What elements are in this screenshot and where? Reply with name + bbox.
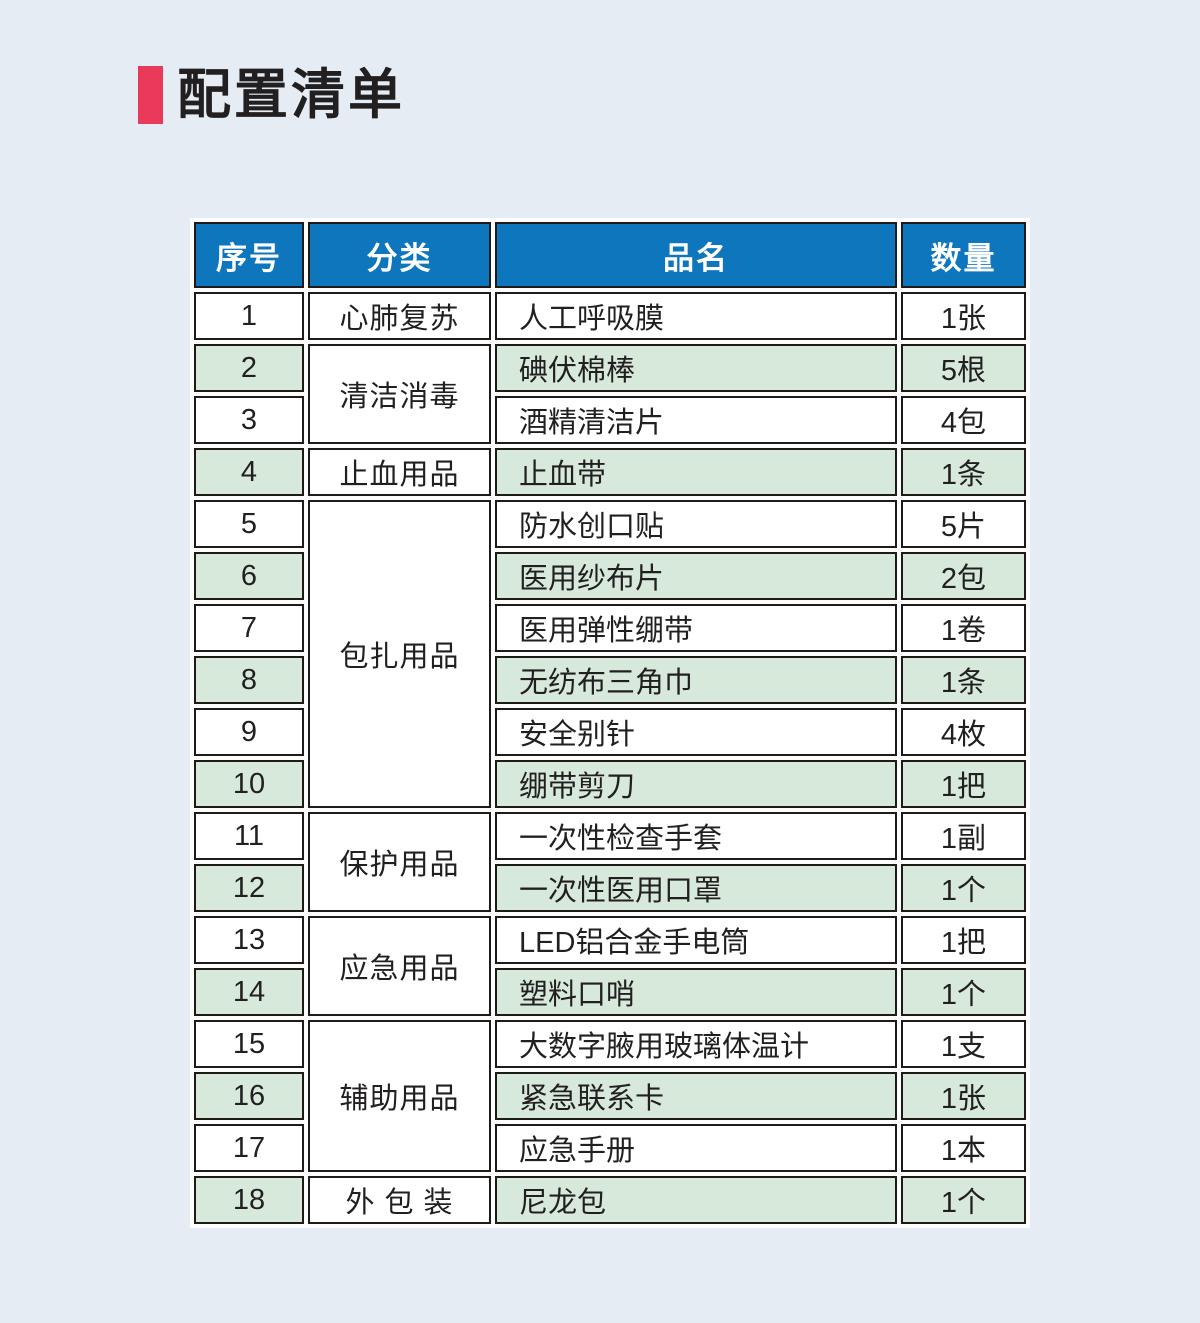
- cell-serial-number: 16: [194, 1072, 304, 1120]
- cell-serial-number: 13: [194, 916, 304, 964]
- cell-serial-number: 1: [194, 292, 304, 340]
- cell-category: 外 包 装: [308, 1176, 491, 1224]
- column-header-name: 品名: [495, 222, 897, 288]
- cell-item-name: 无纺布三角巾: [495, 656, 897, 704]
- table-row: 12 一次性医用口罩 1个: [194, 864, 1026, 912]
- cell-category: 清洁消毒: [308, 344, 491, 444]
- cell-serial-number: 15: [194, 1020, 304, 1068]
- table-row: 10 绷带剪刀 1把: [194, 760, 1026, 808]
- table-header-row: 序号 分类 品名 数量: [194, 222, 1026, 288]
- cell-item-name: 安全别针: [495, 708, 897, 756]
- cell-serial-number: 6: [194, 552, 304, 600]
- cell-item-name: 止血带: [495, 448, 897, 496]
- cell-item-name: 大数字腋用玻璃体温计: [495, 1020, 897, 1068]
- cell-serial-number: 10: [194, 760, 304, 808]
- cell-serial-number: 12: [194, 864, 304, 912]
- cell-quantity: 1把: [901, 760, 1026, 808]
- table-row: 17 应急手册 1本: [194, 1124, 1026, 1172]
- cell-serial-number: 17: [194, 1124, 304, 1172]
- cell-serial-number: 2: [194, 344, 304, 392]
- cell-item-name: 一次性检查手套: [495, 812, 897, 860]
- cell-item-name: 紧急联系卡: [495, 1072, 897, 1120]
- cell-item-name: LED铝合金手电筒: [495, 916, 897, 964]
- cell-quantity: 2包: [901, 552, 1026, 600]
- cell-category: 辅助用品: [308, 1020, 491, 1172]
- table-row: 13 应急用品 LED铝合金手电筒 1把: [194, 916, 1026, 1016]
- table-row: 16 紧急联系卡 1张: [194, 1072, 1026, 1120]
- cell-quantity: 1本: [901, 1124, 1026, 1172]
- page-title: 配置清单: [177, 65, 405, 125]
- cell-quantity: 1张: [901, 1072, 1026, 1120]
- page-title-block: 配置清单: [138, 66, 405, 124]
- table-row: 8 无纺布三角巾 1条: [194, 656, 1026, 704]
- cell-item-name: 尼龙包: [495, 1176, 897, 1224]
- cell-serial-number: 3: [194, 396, 304, 444]
- cell-category: 心肺复苏: [308, 292, 491, 340]
- cell-quantity: 4包: [901, 396, 1026, 444]
- table-row: 1 心肺复苏 人工呼吸膜 1张: [194, 292, 1026, 340]
- table-row: 11 保护用品 一次性检查手套 1副: [194, 812, 1026, 912]
- cell-quantity: 1个: [901, 864, 1026, 912]
- cell-serial-number: 14: [194, 968, 304, 1016]
- cell-quantity: 5根: [901, 344, 1026, 392]
- table-row: 2 清洁消毒 碘伏棉棒 5根: [194, 344, 1026, 444]
- cell-quantity: 5片: [901, 500, 1026, 548]
- cell-item-name: 酒精清洁片: [495, 396, 897, 444]
- cell-category: 止血用品: [308, 448, 491, 496]
- cell-serial-number: 18: [194, 1176, 304, 1224]
- table-row: 4 止血用品 止血带 1条: [194, 448, 1026, 496]
- cell-item-name: 人工呼吸膜: [495, 292, 897, 340]
- cell-quantity: 1条: [901, 656, 1026, 704]
- cell-quantity: 1卷: [901, 604, 1026, 652]
- cell-item-name: 塑料口哨: [495, 968, 897, 1016]
- cell-quantity: 1张: [901, 292, 1026, 340]
- cell-serial-number: 4: [194, 448, 304, 496]
- cell-quantity: 1条: [901, 448, 1026, 496]
- cell-serial-number: 7: [194, 604, 304, 652]
- table-row: 14 塑料口哨 1个: [194, 968, 1026, 1016]
- table-row: 5 包扎用品 防水创口贴 5片: [194, 500, 1026, 808]
- cell-item-name: 绷带剪刀: [495, 760, 897, 808]
- cell-item-name: 应急手册: [495, 1124, 897, 1172]
- column-header-no: 序号: [194, 222, 304, 288]
- cell-serial-number: 8: [194, 656, 304, 704]
- table-row: 18 外 包 装尼龙包 1个: [194, 1176, 1026, 1224]
- cell-item-name: 医用弹性绷带: [495, 604, 897, 652]
- title-accent-bar: [138, 66, 163, 124]
- column-header-category: 分类: [308, 222, 491, 288]
- cell-item-name: 一次性医用口罩: [495, 864, 897, 912]
- cell-item-name: 防水创口贴: [495, 500, 897, 548]
- cell-quantity: 1个: [901, 968, 1026, 1016]
- cell-quantity: 1把: [901, 916, 1026, 964]
- cell-quantity: 1个: [901, 1176, 1026, 1224]
- cell-quantity: 1支: [901, 1020, 1026, 1068]
- cell-item-name: 碘伏棉棒: [495, 344, 897, 392]
- cell-serial-number: 5: [194, 500, 304, 548]
- cell-item-name: 医用纱布片: [495, 552, 897, 600]
- table-row: 7 医用弹性绷带 1卷: [194, 604, 1026, 652]
- cell-quantity: 4枚: [901, 708, 1026, 756]
- cell-serial-number: 11: [194, 812, 304, 860]
- table-row: 15 辅助用品 大数字腋用玻璃体温计 1支: [194, 1020, 1026, 1172]
- configuration-list-table: 序号 分类 品名 数量 1 心肺复苏 人工呼吸膜 1张 2 清洁消毒 碘伏棉棒 5根 3 酒精清洁…: [190, 218, 1030, 1228]
- table-row: 6 医用纱布片 2包: [194, 552, 1026, 600]
- cell-category: 包扎用品: [308, 500, 491, 808]
- cell-category: 应急用品: [308, 916, 491, 1016]
- cell-serial-number: 9: [194, 708, 304, 756]
- column-header-qty: 数量: [901, 222, 1026, 288]
- cell-category: 保护用品: [308, 812, 491, 912]
- cell-quantity: 1副: [901, 812, 1026, 860]
- table-row: 9 安全别针 4枚: [194, 708, 1026, 756]
- table-row: 3 酒精清洁片 4包: [194, 396, 1026, 444]
